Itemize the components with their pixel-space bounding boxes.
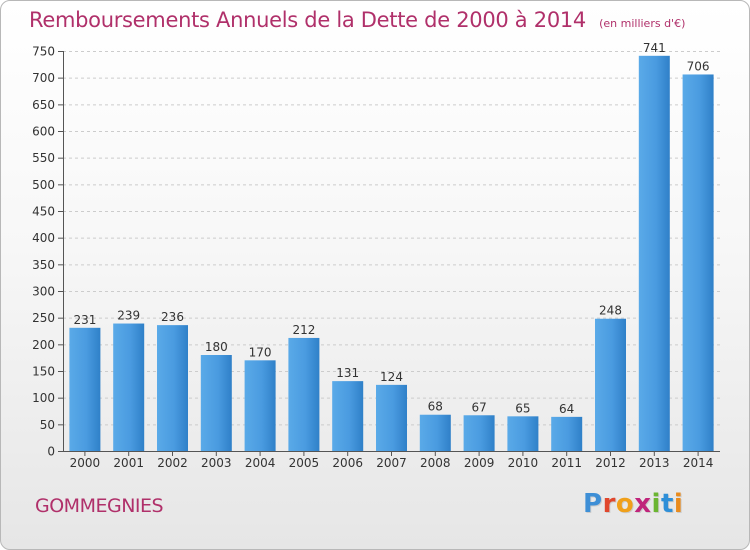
data-label: 124 — [380, 370, 403, 384]
data-label: 64 — [559, 402, 574, 416]
y-tick-label: 400 — [32, 231, 55, 245]
y-tick-label: 450 — [32, 205, 55, 219]
bar — [113, 323, 145, 451]
y-tick-label: 650 — [32, 98, 55, 112]
x-tick-label: 2005 — [289, 456, 320, 470]
data-label: 231 — [73, 313, 96, 327]
x-tick-label: 2008 — [420, 456, 451, 470]
x-tick-label: 2006 — [332, 456, 363, 470]
logo-letter: r — [602, 489, 616, 519]
bar — [244, 360, 276, 451]
y-tick-label: 100 — [32, 391, 55, 405]
x-tick-label: 2002 — [157, 456, 188, 470]
bar — [638, 55, 670, 452]
logo-letter: t — [660, 489, 674, 519]
bar — [332, 381, 364, 451]
data-label: 131 — [336, 366, 359, 380]
y-tick-label: 550 — [32, 151, 55, 165]
logo-letter: i — [651, 489, 661, 519]
data-label: 239 — [117, 309, 140, 323]
bar — [376, 384, 407, 451]
x-tick-label: 2010 — [508, 456, 539, 470]
data-label: 741 — [643, 41, 666, 55]
y-tick-label: 300 — [32, 285, 55, 299]
x-tick-label: 2003 — [201, 456, 232, 470]
y-tick-label: 0 — [47, 445, 55, 459]
x-tick-label: 2013 — [639, 456, 670, 470]
town-name: GOMMEGNIES — [35, 495, 164, 517]
chart-unit: (en milliers d'€) — [599, 17, 686, 30]
bar — [682, 74, 714, 451]
proxiti-logo: Proxiti — [583, 489, 683, 519]
logo-letter: i — [673, 489, 684, 519]
y-tick-label: 500 — [32, 178, 55, 192]
y-tick-label: 350 — [32, 258, 55, 272]
y-tick-label: 250 — [32, 311, 55, 325]
data-label: 170 — [249, 345, 272, 359]
x-tick-label: 2000 — [70, 456, 101, 470]
logo-letter: P — [583, 489, 603, 519]
bar — [200, 355, 232, 451]
y-tick-label: 700 — [32, 71, 55, 85]
x-tick-label: 2012 — [595, 456, 626, 470]
data-label: 248 — [599, 304, 622, 318]
data-label: 65 — [515, 401, 530, 415]
y-tick-label: 750 — [32, 45, 55, 59]
bar — [288, 337, 320, 451]
data-label: 180 — [205, 340, 228, 354]
y-tick-label: 200 — [32, 338, 55, 352]
chart-title-row: Remboursements Annuels de la Dette de 20… — [29, 8, 685, 32]
y-tick-label: 600 — [32, 125, 55, 139]
data-label: 236 — [161, 310, 184, 324]
x-tick-label: 2007 — [376, 456, 407, 470]
bar — [69, 327, 101, 451]
logo-letter: o — [615, 489, 635, 519]
chart-title: Remboursements Annuels de la Dette de 20… — [29, 8, 586, 32]
logo-letter: x — [634, 489, 652, 519]
bar — [595, 318, 626, 451]
x-tick-label: 2004 — [245, 456, 276, 470]
data-label: 212 — [292, 323, 315, 337]
x-tick-label: 2011 — [551, 456, 582, 470]
data-label: 68 — [428, 400, 443, 414]
data-label: 67 — [471, 400, 486, 414]
x-tick-label: 2009 — [464, 456, 495, 470]
y-tick-label: 150 — [32, 365, 55, 379]
x-tick-label: 2001 — [113, 456, 144, 470]
bar — [419, 414, 451, 451]
data-label: 706 — [687, 59, 710, 73]
bar — [507, 416, 539, 451]
bar — [463, 415, 495, 451]
x-tick-label: 2014 — [683, 456, 714, 470]
bar — [157, 325, 188, 451]
y-tick-label: 50 — [40, 418, 55, 432]
bar — [551, 416, 583, 451]
